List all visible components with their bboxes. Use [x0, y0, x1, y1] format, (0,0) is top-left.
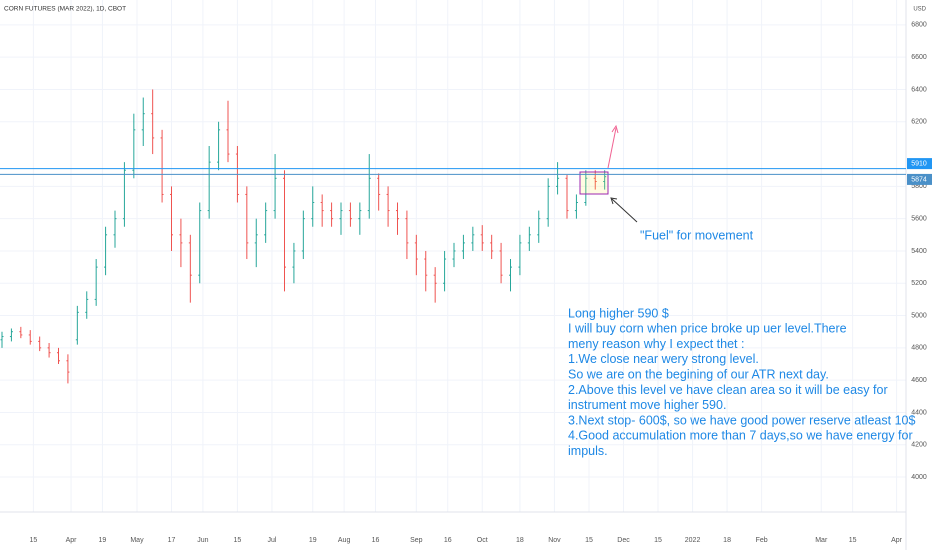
- x-tick-label: Jun: [197, 537, 208, 544]
- y-tick-label: 4400: [911, 409, 927, 416]
- price-label: 5910: [911, 160, 927, 167]
- y-tick-label: 4200: [911, 442, 927, 449]
- x-tick-label: Feb: [756, 537, 768, 544]
- note: Long higher 590 $ I will buy corn when pr…: [568, 306, 915, 458]
- x-tick-label: 16: [372, 537, 380, 544]
- x-tick-label: 15: [654, 537, 662, 544]
- x-tick-label: Dec: [617, 537, 630, 544]
- x-tick-label: 18: [516, 537, 524, 544]
- bars: [0, 89, 607, 384]
- note-line: 3.Next stop- 600$, so we have good power…: [568, 413, 915, 427]
- fuel-arrow: [611, 198, 638, 223]
- y-tick-label: 6600: [911, 54, 927, 61]
- x-tick-label: 19: [309, 537, 317, 544]
- x-tick-label: 18: [723, 537, 731, 544]
- y-tick-label: 6800: [911, 22, 927, 29]
- y-tick-label: 6400: [911, 86, 927, 93]
- y-tick-label: 4600: [911, 377, 927, 384]
- y-tick-label: 5800: [911, 183, 927, 190]
- note-line: 4.Good accumulation more than 7 days,so …: [568, 429, 913, 443]
- y-tick-label: 5400: [911, 248, 927, 255]
- currency: USD: [913, 7, 926, 13]
- x-tick-label: Mar: [815, 537, 828, 544]
- y-tick-label: 5600: [911, 216, 927, 223]
- y-tick-label: 5000: [911, 312, 927, 319]
- fuel-label: "Fuel" for movement: [640, 228, 754, 242]
- x-tick-label: May: [130, 537, 144, 544]
- price-label-box: [907, 158, 932, 170]
- fuel-arrow-head: [610, 197, 618, 205]
- x-tick-label: 16: [444, 537, 452, 544]
- x-tick-label: Sep: [410, 537, 423, 544]
- x-tick-label: 2022: [685, 537, 701, 544]
- x-tick-label: 17: [168, 537, 176, 544]
- x-tick-label: 15: [234, 537, 242, 544]
- x-tick-label: Oct: [477, 537, 488, 544]
- x-tick-label: 15: [849, 537, 857, 544]
- note-line: Long higher 590 $: [568, 306, 669, 320]
- y-tick-label: 4800: [911, 345, 927, 352]
- y-tick-label: 4000: [911, 474, 927, 481]
- y-tick-label: 6200: [911, 119, 927, 126]
- up-arrow: [607, 127, 617, 169]
- note-line: So we are on the begining of our ATR nex…: [568, 367, 829, 381]
- note-line: instrument move higher 590.: [568, 398, 726, 412]
- x-tick-label: 15: [585, 537, 593, 544]
- note-line: I will buy corn when price broke up uer …: [568, 322, 847, 336]
- up-arrow-head: [611, 124, 619, 134]
- x-tick-label: Nov: [548, 537, 561, 544]
- chart-title: CORN FUTURES (MAR 2022), 1D, CBOT: [4, 6, 126, 13]
- note-line: 1.We close near wery strong level.: [568, 352, 759, 366]
- x-tick-label: Jul: [267, 537, 276, 544]
- note-line: 2.Above this level ve have clean area so…: [568, 383, 888, 397]
- note-line: impuls.: [568, 444, 608, 458]
- price-label: 5874: [911, 176, 927, 183]
- price-label-box: [907, 173, 932, 185]
- y-tick-label: 5200: [911, 280, 927, 287]
- x-tick-label: Apr: [891, 537, 903, 544]
- x-tick-label: Aug: [338, 537, 351, 544]
- x-tick-label: Apr: [66, 537, 78, 544]
- x-tick-label: 15: [29, 537, 37, 544]
- grid: [0, 0, 906, 512]
- accumulation-box: [579, 171, 609, 195]
- x-tick-label: 19: [99, 537, 107, 544]
- note-line: meny reason why I expect thet :: [568, 337, 744, 351]
